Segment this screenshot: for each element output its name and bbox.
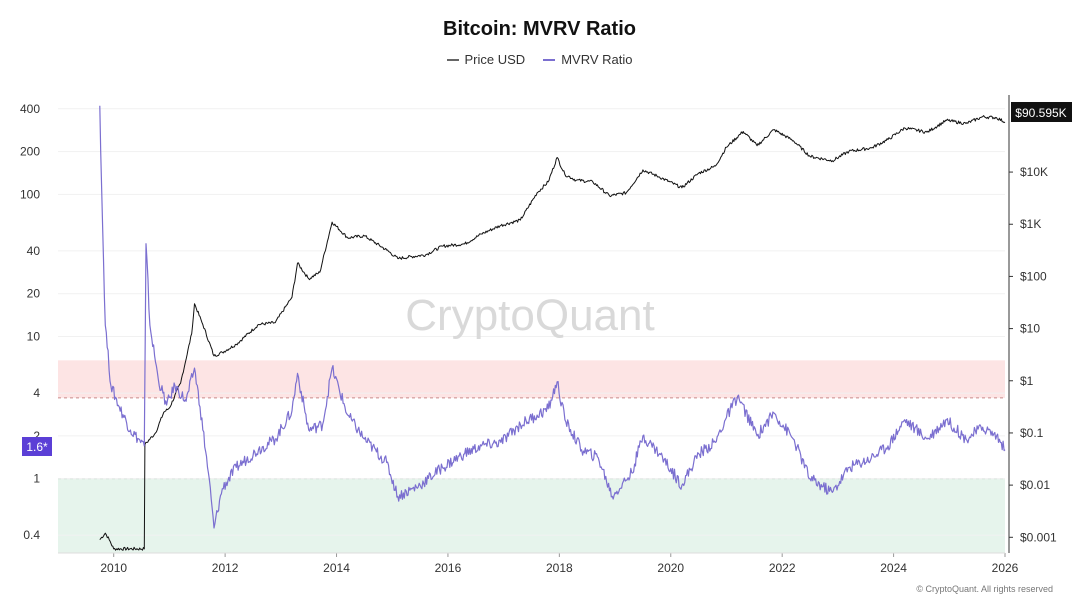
left-tick-label: 1 — [33, 472, 40, 486]
x-tick-label: 2020 — [657, 561, 684, 575]
x-tick-label: 2014 — [323, 561, 350, 575]
price-usd-line — [99, 115, 1006, 551]
right-tick-label: $0.001 — [1020, 530, 1057, 544]
current-mvrv-label: 1.6* — [26, 440, 48, 454]
copyright-notice: © CryptoQuant. All rights reserved — [916, 584, 1053, 594]
legend-item-mvrv[interactable]: MVRV Ratio — [543, 52, 632, 67]
legend-label-mvrv: MVRV Ratio — [561, 52, 633, 67]
left-tick-label: 100 — [20, 187, 40, 201]
chart-title: Bitcoin: MVRV Ratio — [443, 18, 636, 40]
series-layer — [99, 105, 1006, 551]
x-tick-label: 2018 — [546, 561, 573, 575]
left-axis: 0.4 1 2 4 10 20 40 100 200 400 — [20, 102, 40, 542]
legend-label-price: Price USD — [464, 52, 526, 67]
x-tick-label: 2016 — [435, 561, 462, 575]
watermark: CryptoQuant — [405, 291, 654, 340]
zone-bands — [58, 360, 1005, 553]
x-axis: 2010 2012 2014 2016 2018 2020 2022 2024 2026 — [58, 552, 1019, 575]
current-price-badge: $90.595K — [1011, 102, 1072, 122]
right-tick-label: $0.01 — [1020, 478, 1050, 492]
right-tick-label: $10K — [1020, 165, 1048, 179]
band-overvalued — [58, 360, 1005, 398]
right-tick-label: $10 — [1020, 322, 1040, 336]
right-tick-label: $1 — [1020, 374, 1034, 388]
current-price-label: $90.595K — [1015, 106, 1066, 120]
mvrv-ratio-line — [99, 105, 1006, 529]
right-axis: $0.001 $0.01 $0.1 $1 $10 $100 $1K $10K — [1009, 165, 1057, 544]
x-tick-label: 2024 — [880, 561, 907, 575]
left-tick-label: 40 — [27, 244, 41, 258]
band-undervalued — [58, 478, 1005, 553]
legend-swatch-price — [446, 58, 459, 61]
x-tick-label: 2022 — [769, 561, 796, 575]
left-tick-label: 20 — [27, 287, 41, 301]
right-tick-label: $100 — [1020, 269, 1047, 283]
current-mvrv-badge: 1.6* — [22, 437, 52, 456]
right-tick-label: $0.1 — [1020, 426, 1044, 440]
left-tick-label: 200 — [20, 145, 40, 159]
legend-item-price[interactable]: Price USD — [446, 52, 526, 67]
legend: Price USD MVRV Ratio — [0, 52, 1079, 67]
current-price-badge-bg — [1011, 102, 1072, 122]
left-tick-label: 0.4 — [23, 528, 40, 542]
x-tick-label: 2010 — [100, 561, 127, 575]
gridlines — [58, 108, 1005, 536]
left-tick-label: 10 — [27, 330, 41, 344]
legend-swatch-mvrv — [543, 58, 556, 61]
left-tick-label: 4 — [33, 386, 40, 400]
current-mvrv-badge-bg — [22, 437, 52, 456]
x-tick-label: 2012 — [212, 561, 239, 575]
x-tick-label: 2026 — [992, 561, 1019, 575]
left-tick-label: 2 — [33, 429, 40, 443]
left-tick-label: 400 — [20, 102, 40, 116]
right-tick-label: $1K — [1020, 217, 1041, 231]
